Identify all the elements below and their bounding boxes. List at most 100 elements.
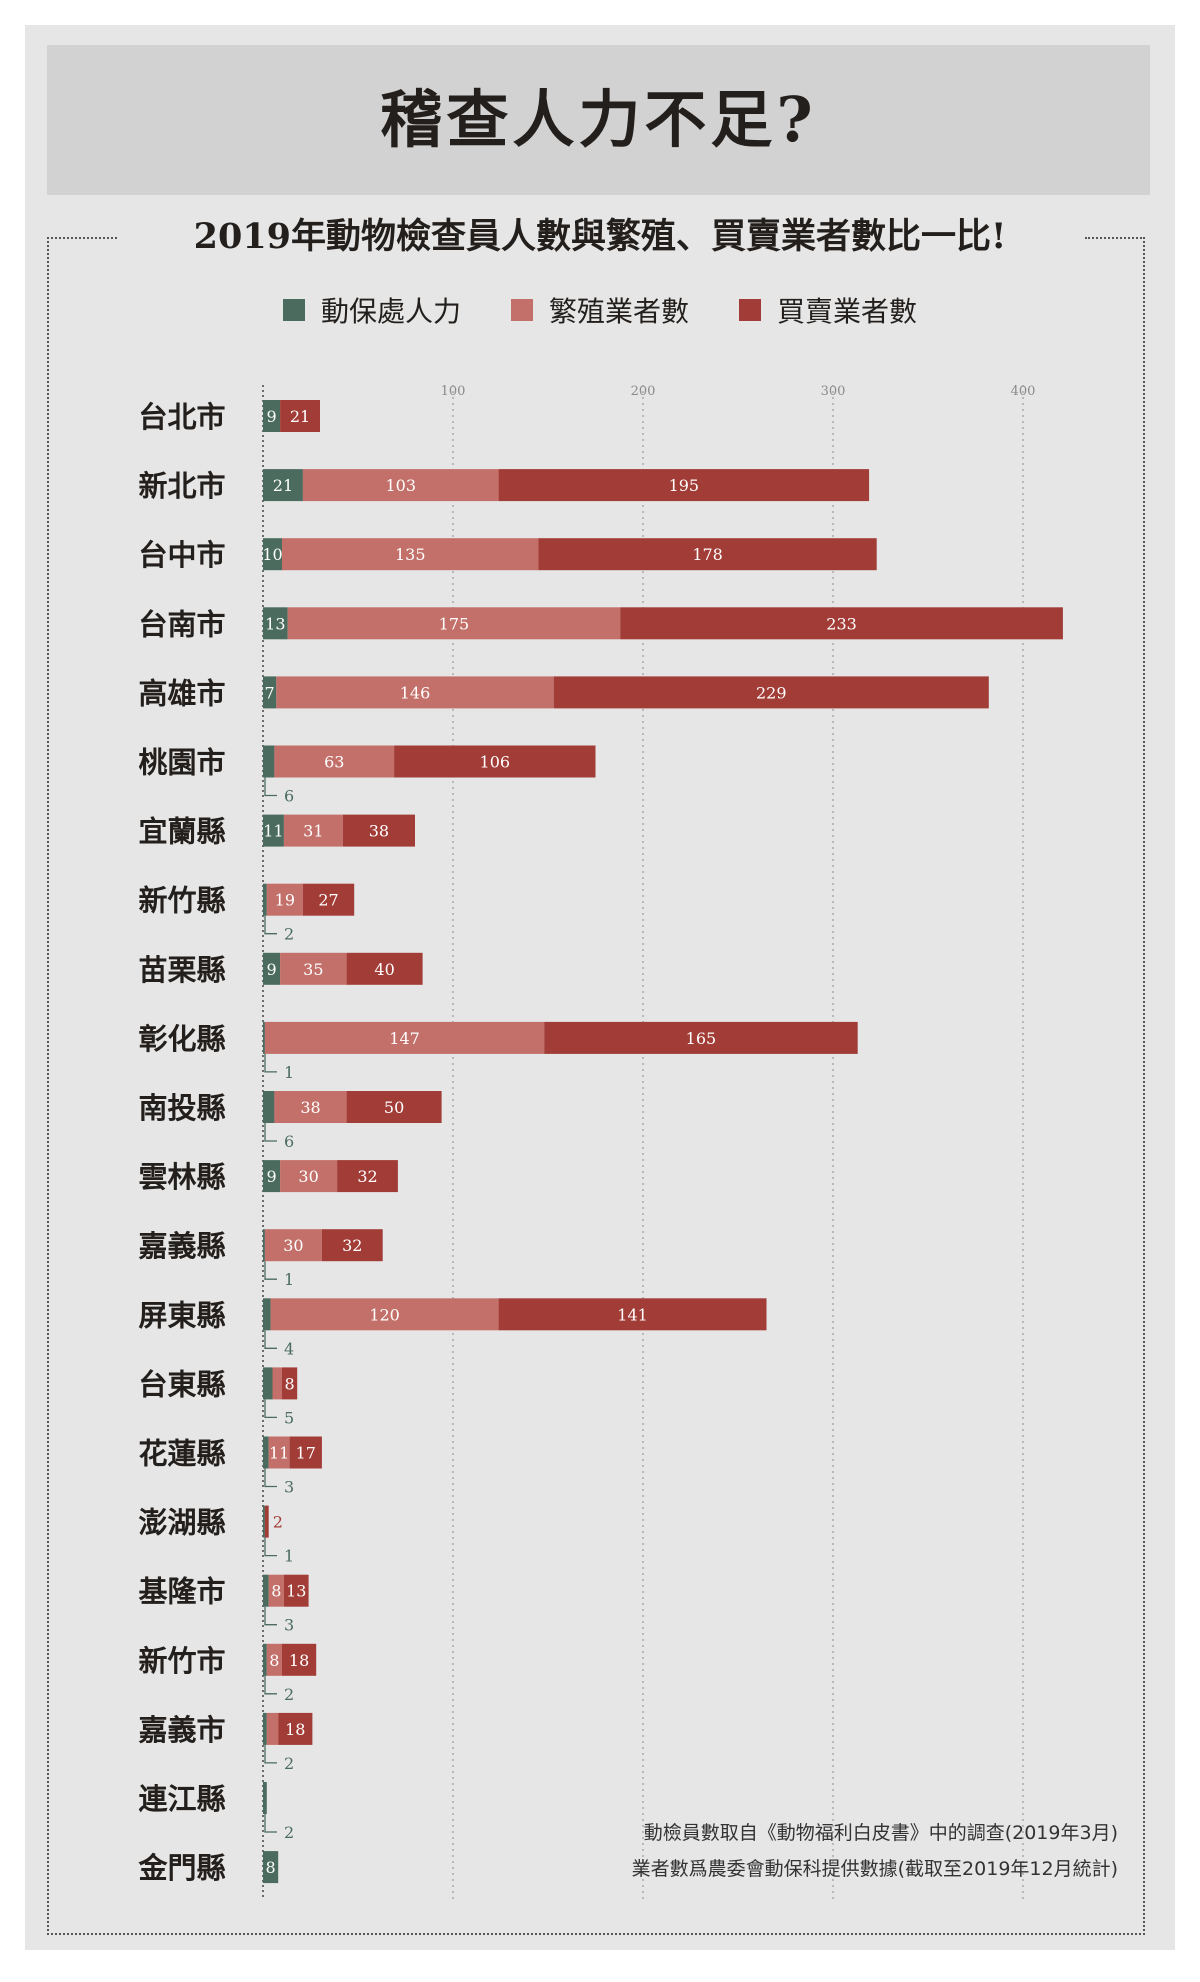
bar-12-series-1 [264, 1229, 322, 1262]
bar-14-series-0 [263, 1367, 273, 1400]
bar-10-series-0 [263, 1091, 275, 1123]
data-label-2-series-2: 178 [692, 545, 723, 564]
bar-12-series-2 [321, 1229, 383, 1262]
bar-15-series-1 [268, 1436, 290, 1469]
bar-2-series-0 [263, 538, 282, 571]
data-label-18-series-2: 18 [289, 1651, 309, 1670]
bar-11-series-2 [337, 1160, 398, 1193]
bar-6-series-0 [263, 814, 284, 847]
data-label-4-series-0: 7 [265, 683, 275, 702]
bar-19-series-1 [266, 1712, 279, 1745]
category-label-5: 桃園市 [138, 746, 225, 780]
bar-5-series-2 [394, 745, 596, 778]
category-label-0: 台北市 [138, 400, 225, 434]
x-tick-label-100: 100 [441, 384, 466, 399]
category-label-18: 新竹市 [138, 1644, 225, 1678]
bar-3-series-1 [287, 607, 621, 640]
data-label-8-series-1: 35 [303, 960, 323, 979]
bar-2-series-1 [282, 538, 539, 571]
bar-3-series-0 [263, 607, 288, 640]
data-label-14-series-2: 8 [285, 1374, 295, 1393]
category-label-9: 彰化縣 [138, 1022, 225, 1056]
bar-18-series-1 [266, 1643, 282, 1676]
data-label-7-series-2: 27 [318, 891, 338, 910]
data-label-3-series-1: 175 [439, 614, 470, 633]
bar-1-series-2 [498, 469, 870, 502]
data-label-4-series-1: 146 [400, 683, 431, 702]
bar-2-series-2 [538, 538, 877, 571]
data-label-9-series-0: 1 [284, 1063, 294, 1082]
category-label-6: 宜蘭縣 [138, 815, 225, 849]
data-label-14-series-0: 5 [284, 1408, 294, 1427]
legend-item-staff: 動保處人力 [282, 290, 461, 330]
data-label-21-series-0: 8 [266, 1858, 276, 1877]
bar-4-series-0 [263, 676, 277, 709]
frame-top-right [1085, 237, 1145, 239]
data-label-19-series-2: 18 [285, 1720, 305, 1739]
leader-line-15 [264, 1468, 277, 1488]
data-label-13-series-2: 141 [617, 1305, 648, 1324]
leader-line-17 [264, 1606, 277, 1626]
bar-3-series-2 [620, 607, 1063, 640]
data-label-13-series-0: 4 [284, 1339, 294, 1358]
background-panel [25, 25, 1175, 1950]
bar-6-series-2 [342, 814, 415, 847]
bar-10-series-2 [346, 1091, 442, 1123]
bar-16-series-0 [263, 1505, 265, 1538]
frame-top-left [47, 237, 117, 239]
category-label-1: 新北市 [138, 469, 225, 503]
category-label-12: 嘉義縣 [138, 1229, 225, 1263]
data-label-7-series-1: 19 [275, 891, 295, 910]
bar-17-series-1 [268, 1574, 284, 1607]
category-label-15: 花蓮縣 [138, 1437, 225, 1471]
legend-swatch-seller [739, 299, 761, 321]
data-label-11-series-1: 30 [298, 1167, 318, 1186]
data-label-1-series-1: 103 [385, 476, 416, 495]
bar-14-series-1 [272, 1367, 282, 1400]
category-label-20: 連江縣 [138, 1782, 225, 1816]
bar-8-series-2 [346, 952, 423, 985]
data-label-1-series-0: 21 [273, 476, 293, 495]
category-label-4: 高雄市 [138, 676, 225, 710]
category-label-14: 台東縣 [138, 1367, 225, 1401]
data-label-12-series-1: 30 [283, 1236, 303, 1255]
bar-19-series-2 [278, 1712, 313, 1745]
bar-7-series-0 [263, 883, 267, 916]
data-label-6-series-1: 31 [303, 822, 323, 841]
leader-line-10 [264, 1123, 277, 1142]
data-label-19-series-0: 2 [284, 1754, 294, 1773]
leader-line-9 [264, 1053, 277, 1073]
bar-0-series-2 [280, 400, 320, 432]
data-label-17-series-2: 13 [286, 1582, 306, 1601]
bar-20-series-0 [263, 1782, 267, 1814]
bar-18-series-2 [282, 1643, 317, 1676]
bar-9-series-0 [263, 1021, 265, 1054]
data-label-12-series-0: 1 [284, 1270, 294, 1289]
data-label-15-series-2: 17 [296, 1444, 316, 1463]
bar-15-series-0 [263, 1436, 269, 1469]
data-label-15-series-1: 11 [269, 1444, 289, 1463]
bar-17-series-0 [263, 1574, 269, 1607]
data-label-1-series-2: 195 [669, 476, 700, 495]
category-label-11: 雲林縣 [138, 1160, 225, 1194]
data-label-0-series-0: 9 [266, 407, 276, 426]
data-label-2-series-1: 135 [395, 545, 426, 564]
bar-10-series-1 [274, 1091, 347, 1123]
leader-line-12 [264, 1261, 277, 1280]
category-label-3: 台南市 [138, 607, 225, 641]
source-note-2: 業者數爲農委會動保科提供數據(截取至2019年12月統計) [631, 1858, 1118, 1880]
data-label-5-series-1: 63 [324, 753, 344, 772]
legend: 動保處人力 繁殖業者數 買賣業者數 [0, 290, 1200, 330]
data-label-9-series-1: 147 [389, 1029, 420, 1048]
category-label-21: 金門縣 [137, 1851, 225, 1885]
data-label-10-series-1: 38 [300, 1098, 320, 1117]
data-label-3-series-2: 233 [826, 614, 857, 633]
chart-subtitle: 2019年動物檢查員人數與繁殖、買賣業者數比一比! [0, 210, 1200, 264]
data-label-18-series-0: 2 [284, 1685, 294, 1704]
data-label-12-series-2: 32 [342, 1236, 362, 1255]
x-tick-label-200: 200 [631, 384, 656, 399]
data-label-6-series-0: 11 [263, 822, 283, 841]
category-label-17: 基隆市 [138, 1575, 225, 1609]
bar-13-series-2 [498, 1298, 767, 1331]
